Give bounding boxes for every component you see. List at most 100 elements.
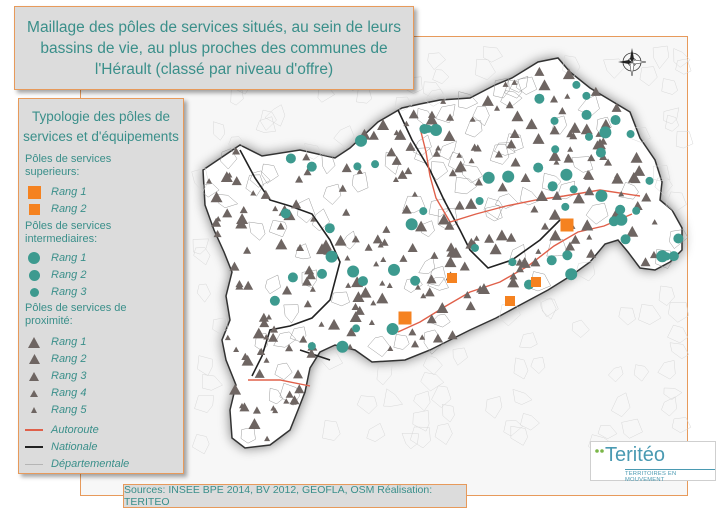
commune-boundary: [255, 116, 276, 133]
intermediate-pole-marker: [352, 324, 361, 333]
intermediate-pole-marker: [599, 126, 612, 139]
commune-boundary: [427, 265, 446, 287]
legend-sup-rang2: Rang 2: [25, 202, 86, 216]
proximity-pole-marker: [263, 334, 270, 340]
intermediate-pole-marker: [547, 181, 558, 192]
proximity-pole-marker: [252, 406, 261, 414]
proximity-pole-marker: [399, 254, 408, 262]
commune-boundary: [366, 422, 386, 442]
proximity-pole-marker: [260, 189, 271, 199]
proximity-pole-marker: [553, 159, 560, 165]
commune-boundary: [633, 364, 650, 382]
intermediate-pole-marker: [561, 202, 570, 211]
commune-boundary: [191, 167, 209, 193]
commune-boundary: [230, 88, 244, 106]
intermediate-pole-marker: [615, 213, 628, 226]
proximity-pole-marker: [459, 261, 470, 271]
commune-boundary: [264, 274, 281, 295]
nationale-road: [239, 149, 341, 377]
intermediate-pole-marker: [632, 206, 641, 215]
proximity-pole-marker: [289, 395, 300, 405]
proximity-pole-marker: [494, 150, 503, 158]
logo-name: Teritéo: [605, 444, 666, 466]
proximity-pole-marker: [551, 190, 562, 200]
intermediate-pole-marker: [626, 130, 635, 139]
proximity-pole-marker: [454, 160, 467, 172]
commune-boundary: [295, 243, 311, 260]
commune-boundaries: [191, 45, 694, 455]
intermediate-pole-marker: [280, 208, 291, 219]
intermediate-pole-marker: [673, 233, 684, 244]
logo-dots-icon: [595, 449, 604, 453]
proximity-pole-marker: [263, 357, 270, 363]
proximity-pole-marker: [502, 81, 509, 87]
commune-boundary: [383, 388, 404, 407]
commune-boundary: [541, 297, 557, 320]
intermediate-pole-marker: [306, 161, 317, 172]
intermediate-pole-marker: [534, 93, 545, 104]
commune-boundary: [261, 163, 279, 184]
intermediate-pole-marker: [424, 124, 433, 133]
commune-boundary: [618, 307, 636, 326]
legend-label: Rang 3: [51, 286, 87, 298]
commune-boundary: [240, 426, 256, 444]
commune-boundary: [485, 396, 503, 419]
commune-boundary: [304, 143, 322, 160]
commune-boundary: [668, 302, 689, 323]
intermediate-pole-marker: [615, 204, 626, 215]
commune-boundary: [418, 256, 436, 274]
commune-boundary: [228, 136, 245, 151]
proximity-pole-marker: [626, 225, 639, 237]
commune-boundary: [673, 48, 691, 68]
proximity-pole-marker: [538, 79, 551, 91]
proximity-pole-marker: [525, 118, 538, 130]
proximity-pole-marker: [415, 220, 428, 232]
legend-nationale: Nationale: [25, 440, 97, 454]
proximity-pole-marker: [306, 348, 317, 358]
proximity-pole-marker: [604, 158, 613, 166]
proximity-pole-marker: [394, 129, 407, 140]
proximity-pole-marker: [239, 402, 246, 409]
legend-sup-rang1: Rang 1: [25, 185, 86, 199]
proximity-pole-marker: [565, 153, 572, 160]
commune-boundary: [454, 176, 478, 195]
proximity-pole-marker: [541, 222, 550, 230]
commune-boundary: [320, 349, 344, 371]
proximity-pole-marker: [489, 243, 502, 255]
autoroute-road: [419, 127, 641, 223]
proximity-pole-marker: [220, 171, 233, 183]
legend-label: Rang 2: [51, 353, 87, 365]
proximity-pole-marker: [581, 219, 594, 231]
proximity-pole-marker: [611, 172, 624, 184]
proximity-pole-marker: [356, 168, 363, 174]
proximity-pole-marker: [405, 141, 416, 151]
proximity-pole-marker: [387, 345, 394, 351]
proximity-pole-marker: [229, 383, 242, 395]
proximity-pole-marker: [440, 98, 447, 104]
proximity-pole-marker: [565, 241, 576, 251]
proximity-pole-marker: [584, 170, 595, 180]
commune-boundary: [283, 304, 299, 324]
proximity-pole-marker: [380, 238, 389, 246]
legend-label: Autoroute: [51, 424, 99, 436]
proximity-pole-marker: [232, 147, 241, 155]
commune-boundary: [575, 261, 596, 282]
proximity-pole-marker: [572, 192, 585, 204]
proximity-pole-marker: [291, 199, 302, 209]
proximity-pole-marker: [285, 344, 294, 352]
proximity-pole-marker: [630, 174, 641, 184]
legend-label: Rang 1: [51, 186, 87, 198]
proximity-pole-marker: [319, 239, 332, 251]
commune-boundary: [483, 46, 503, 63]
proximity-pole-marker: [520, 173, 531, 183]
proximity-pole-marker: [391, 155, 402, 165]
commune-boundary: [577, 94, 600, 117]
commune-boundary: [472, 106, 490, 127]
proximity-pole-marker: [534, 66, 545, 76]
proximity-pole-marker: [377, 242, 384, 248]
proximity-pole-marker: [580, 123, 593, 135]
intermediate-pole-marker: [584, 132, 593, 141]
commune-boundary: [321, 154, 336, 175]
proximity-pole-marker: [294, 384, 305, 394]
